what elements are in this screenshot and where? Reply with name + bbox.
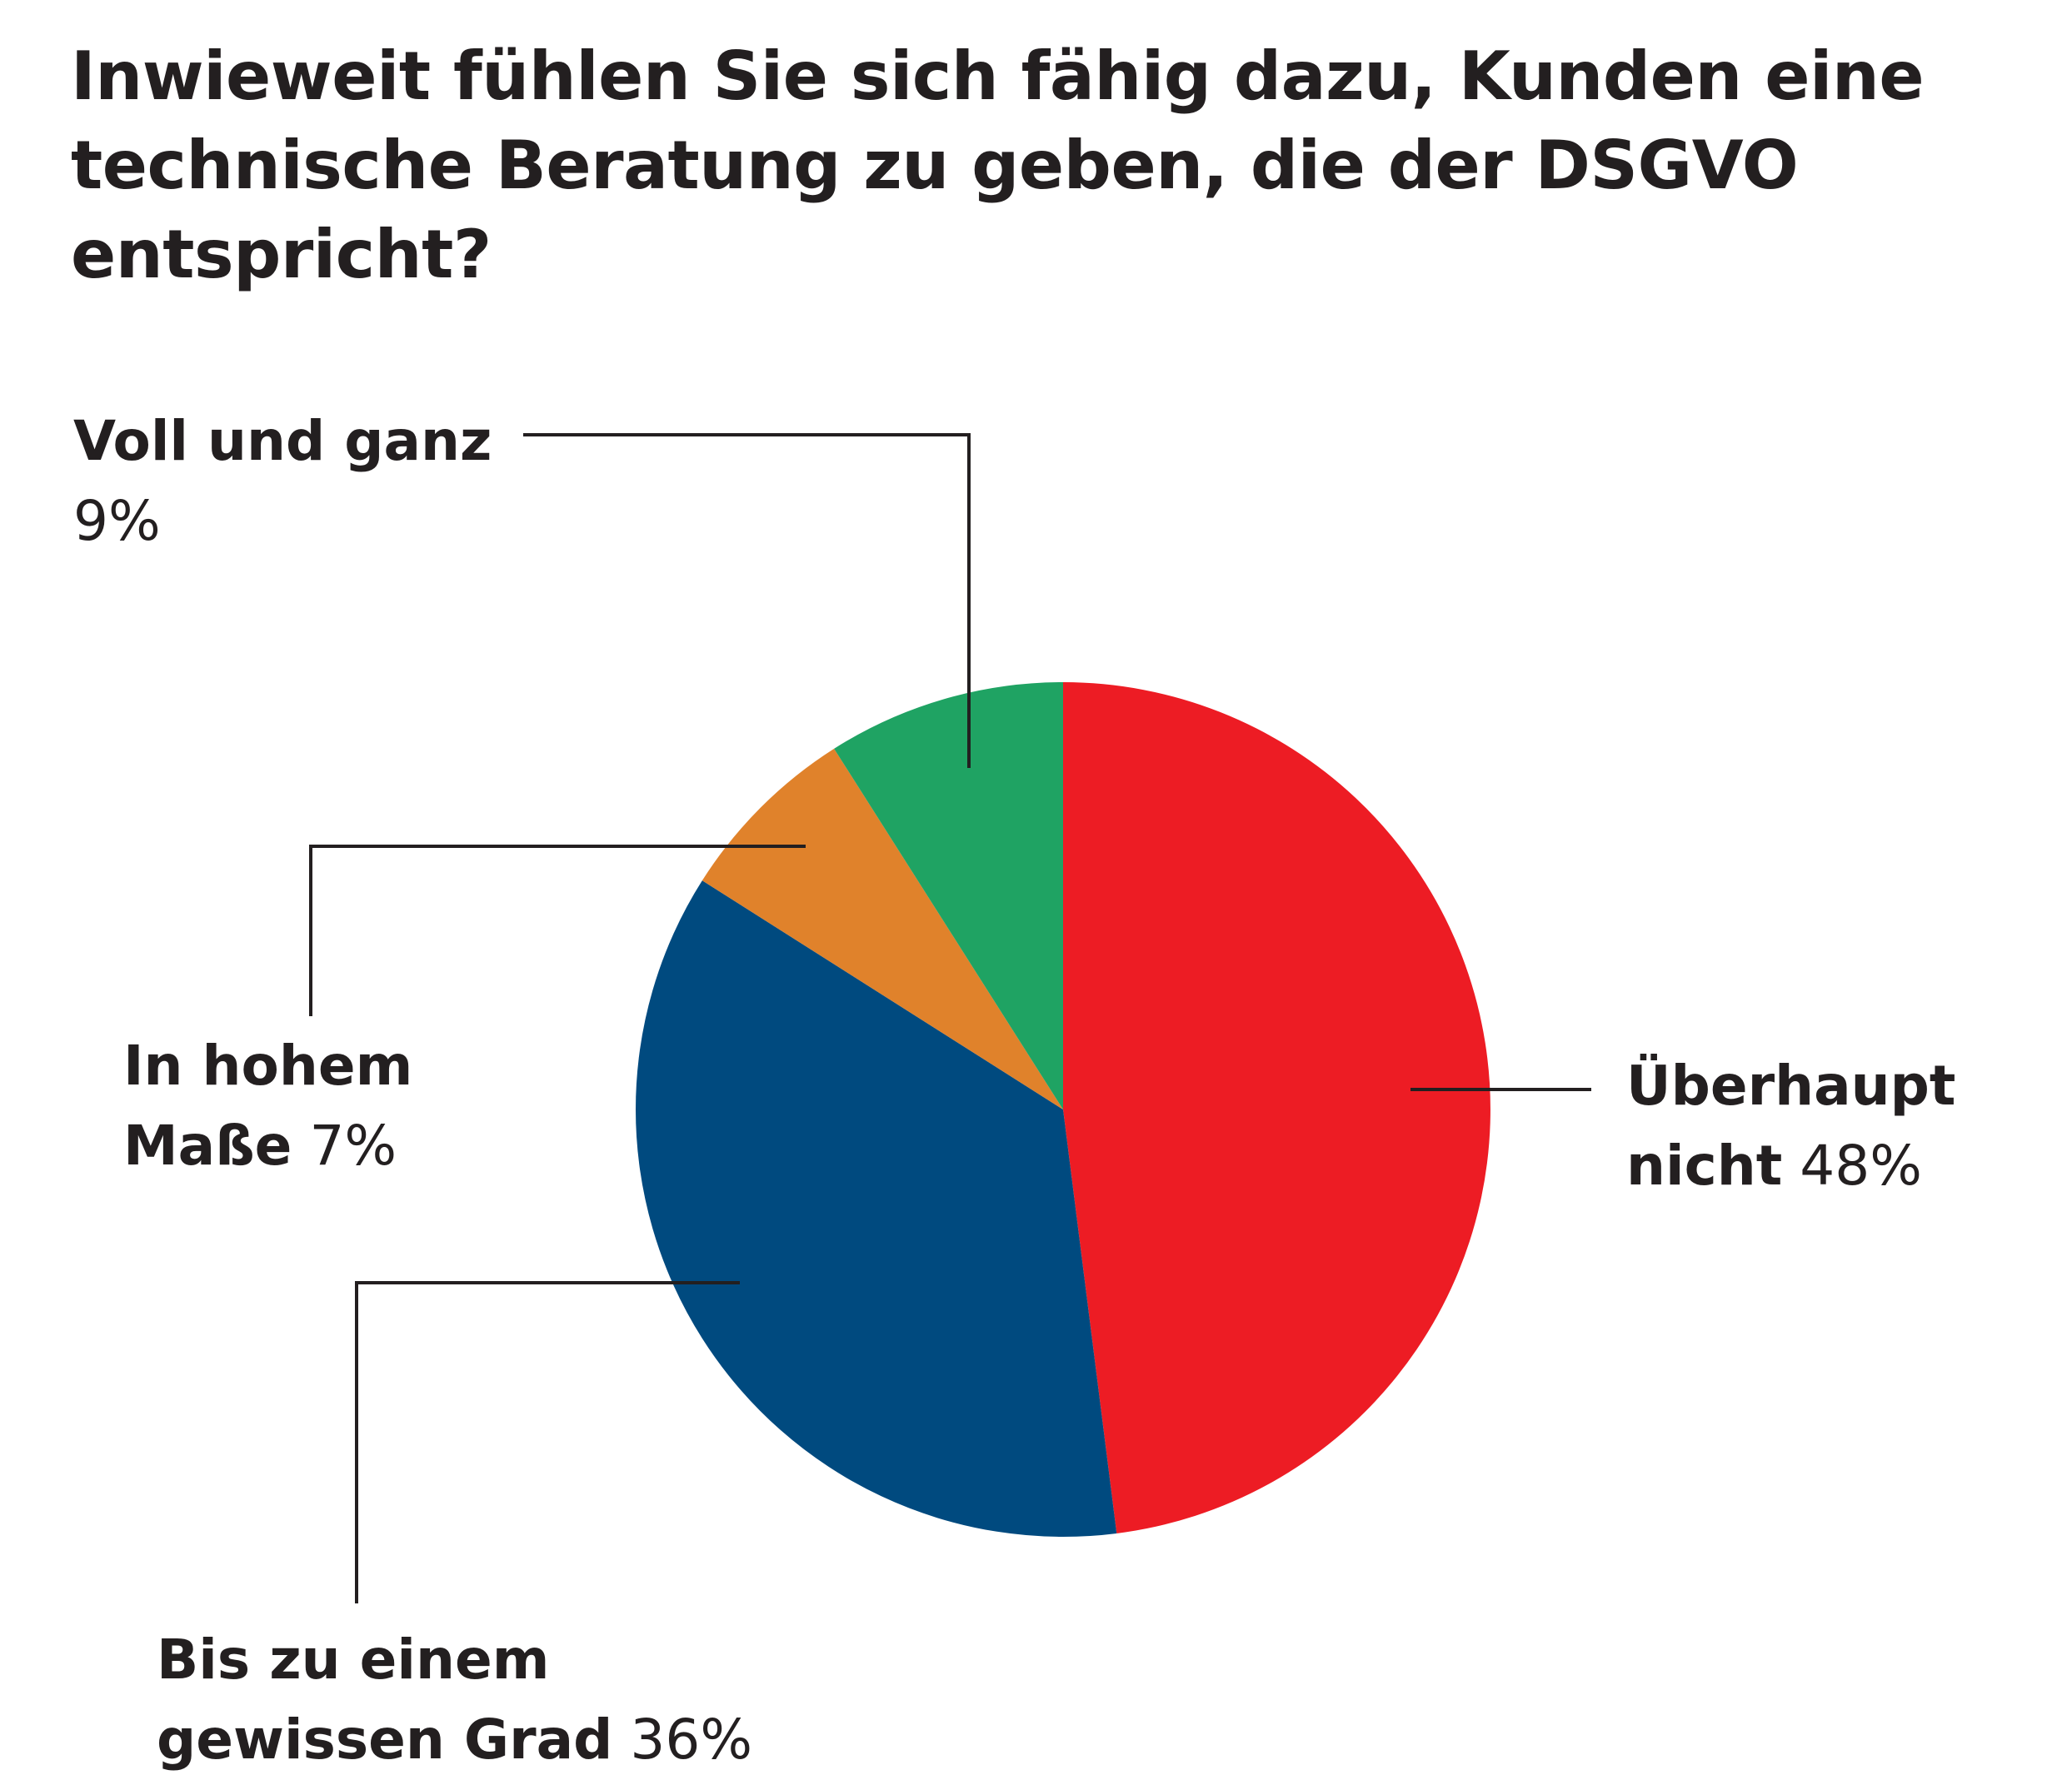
slice-bis-zu-einem-gewissen-grad bbox=[636, 880, 1117, 1537]
pie-slices bbox=[636, 682, 1490, 1537]
label-bis-zu-einem-gewissen-grad-category: Bis zu einem gewissen Grad bbox=[157, 1628, 613, 1772]
leader-lines bbox=[309, 433, 1591, 1603]
label-in-hohem-masse: In hohem Maße 7% bbox=[123, 1026, 473, 1186]
slice-in-hohem-masse bbox=[701, 748, 1063, 1109]
leader-line-hohem bbox=[309, 845, 806, 1016]
label-bis-zu-einem-gewissen-grad-value: 36% bbox=[630, 1708, 753, 1772]
label-voll-und-ganz-category: Voll und ganz bbox=[73, 409, 492, 473]
label-voll-und-ganz-value: 9% bbox=[73, 489, 161, 553]
label-in-hohem-masse-category: In hohem Maße bbox=[123, 1034, 413, 1178]
chart-title: Inwieweit fühlen Sie sich fähig dazu, Ku… bbox=[71, 37, 1925, 293]
leader-line-voll bbox=[523, 433, 971, 768]
label-ueberhaupt-nicht-value: 48% bbox=[1800, 1134, 1922, 1198]
label-voll-und-ganz: Voll und ganz 9% bbox=[73, 401, 492, 561]
label-bis-zu-einem-gewissen-grad: Bis zu einem gewissen Grad 36% bbox=[157, 1620, 823, 1780]
leader-line-bis bbox=[355, 1281, 740, 1603]
label-ueberhaupt-nicht-category: Überhaupt nicht bbox=[1626, 1054, 1956, 1198]
label-in-hohem-masse-value: 7% bbox=[309, 1114, 397, 1178]
label-ueberhaupt-nicht: Überhaupt nicht 48% bbox=[1626, 1046, 2026, 1206]
slice-voll-und-ganz bbox=[834, 682, 1063, 1109]
slice-ueberhaupt-nicht bbox=[1063, 682, 1490, 1533]
